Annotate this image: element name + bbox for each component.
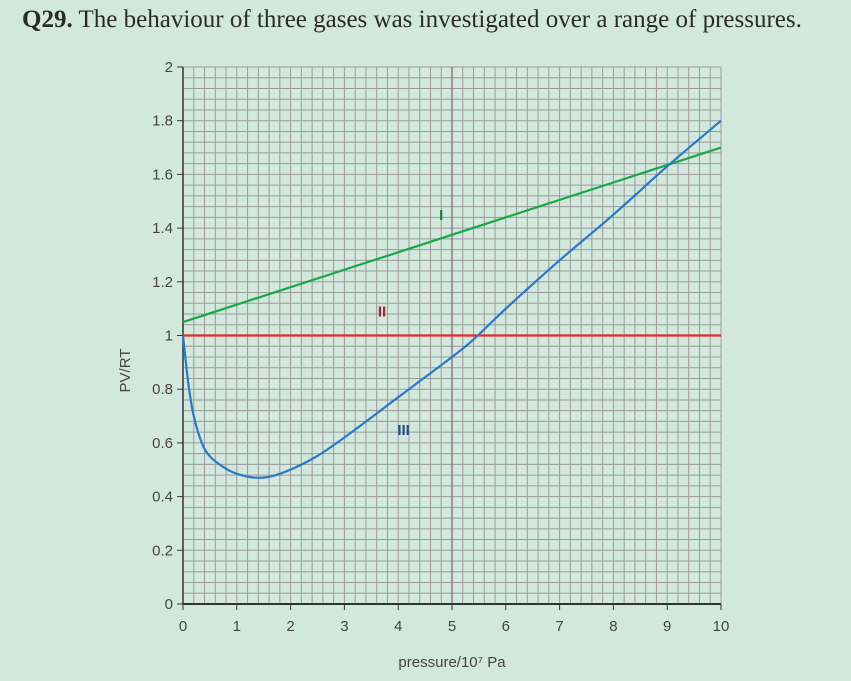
y-tick-label: 1: [165, 328, 173, 345]
y-tick-label: 0.8: [152, 381, 173, 398]
y-tick-label: 0.2: [152, 542, 173, 559]
series-label-II: II: [378, 304, 386, 321]
y-axis-label: PV/RT: [117, 349, 134, 393]
series-line-I: [182, 146, 722, 324]
question-body: The behaviour of three gases was investi…: [78, 6, 802, 33]
y-tick-label: 0: [165, 596, 173, 613]
x-tick-label: 4: [394, 618, 402, 635]
y-tick-label: 1.8: [152, 113, 173, 130]
x-tick-label: 9: [663, 618, 671, 635]
x-tick-label: 5: [448, 618, 456, 635]
series-label-III: III: [397, 422, 410, 439]
x-tick-label: 8: [609, 618, 617, 635]
y-tick-label: 0.4: [152, 489, 173, 506]
question-text: Q29. The behaviour of three gases was in…: [22, 6, 802, 34]
y-tick-label: 1.2: [152, 274, 173, 291]
x-tick-label: 6: [502, 618, 510, 635]
x-tick-label: 3: [340, 618, 348, 635]
x-tick-label: 1: [233, 618, 241, 635]
y-tick-label: 0.6: [152, 435, 173, 452]
question-number: Q29.: [22, 6, 73, 33]
x-tick-label: 0: [179, 618, 187, 635]
series-line-III: [181, 119, 722, 479]
x-tick-label: 10: [713, 618, 730, 635]
y-tick-label: 1.4: [152, 220, 173, 237]
x-tick-label: 7: [555, 618, 563, 635]
y-tick-label: 1.6: [152, 166, 173, 183]
y-tick-label: 2: [165, 59, 173, 76]
series-label-I: I: [439, 207, 443, 224]
x-tick-label: 2: [286, 618, 294, 635]
x-axis-label: pressure/10⁷ Pa: [398, 654, 506, 671]
